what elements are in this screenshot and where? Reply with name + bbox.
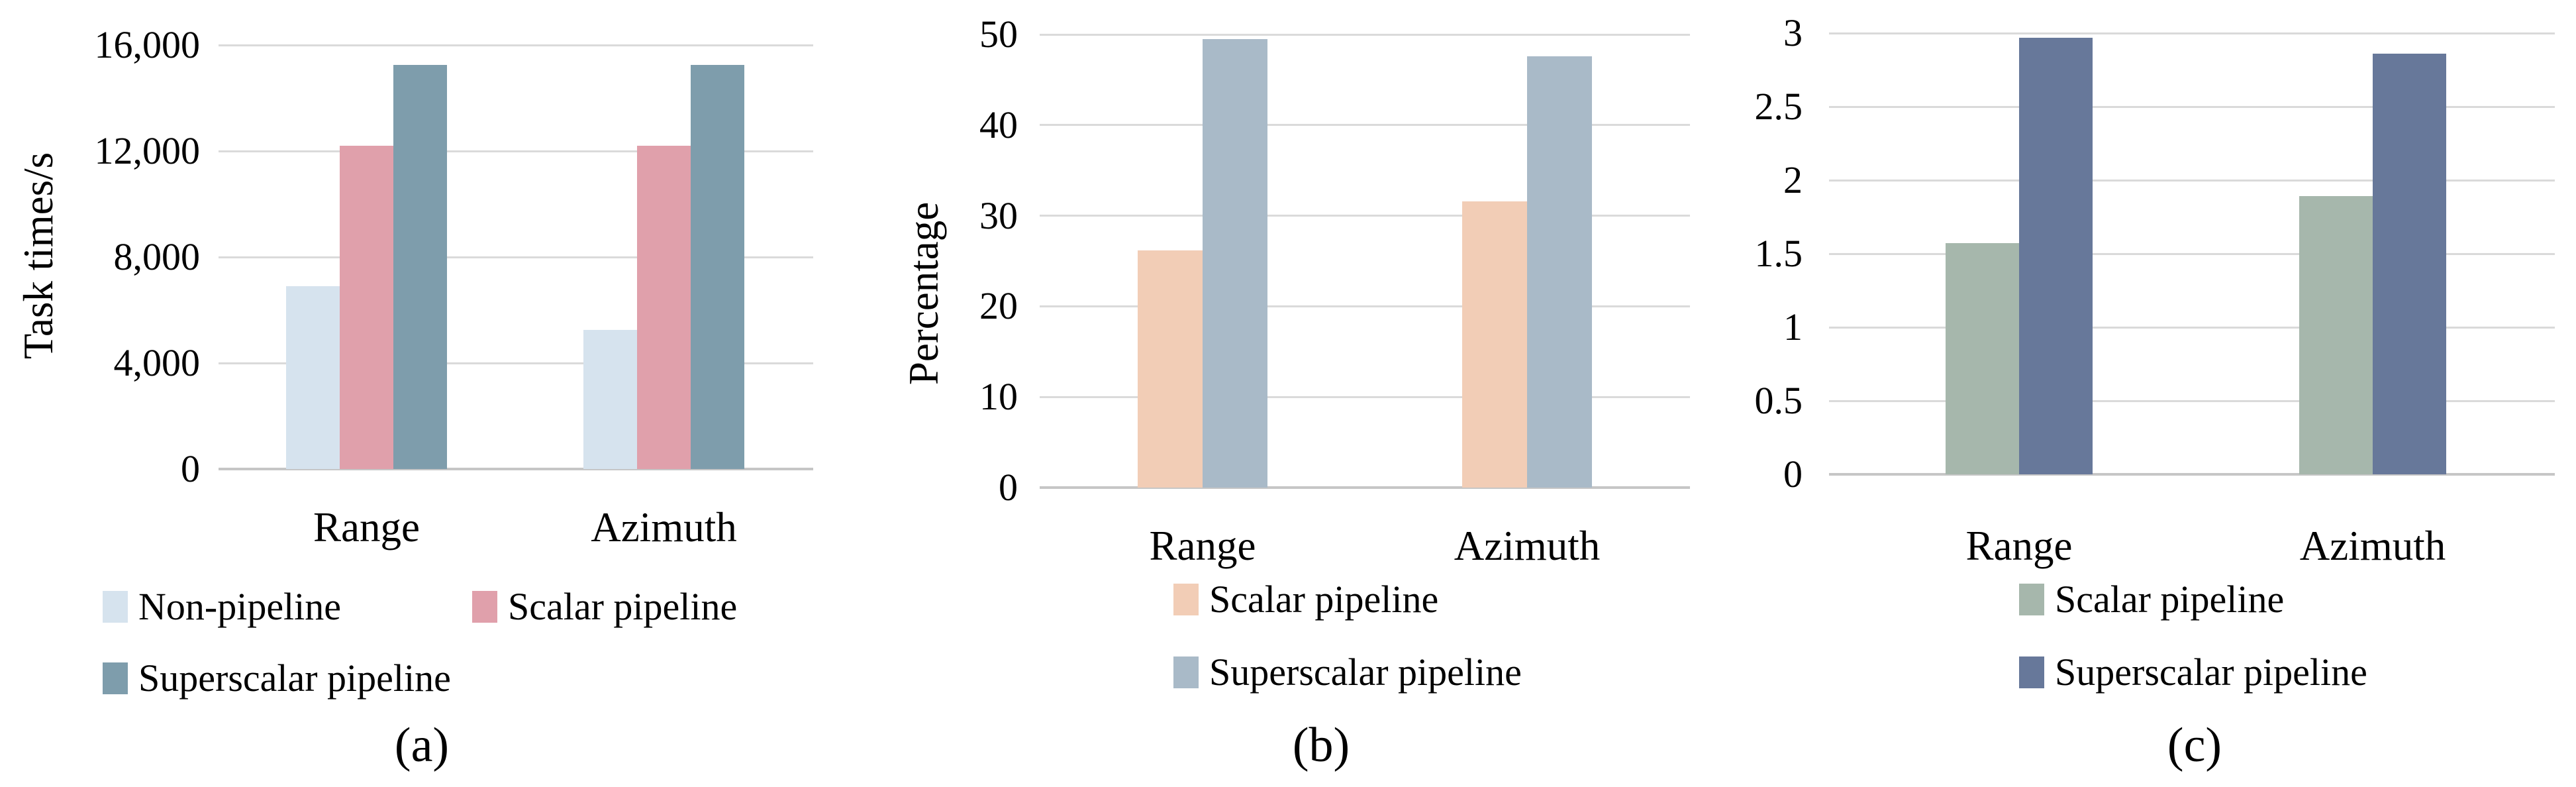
y-tick-label: 2.5	[1754, 85, 1803, 128]
bar-non-pipeline-azimuth	[583, 330, 637, 469]
y-tick-label: 12,000	[94, 129, 201, 172]
bar-superscalar-pipeline-azimuth	[2373, 54, 2446, 474]
x-category-label-azimuth: Azimuth	[2299, 523, 2446, 569]
y-gridline	[1040, 395, 1690, 398]
legend-item-non-pipeline: Non-pipeline	[103, 583, 341, 631]
y-tick-label: 3	[1783, 11, 1803, 54]
legend-swatch-superscalar-pipeline	[2019, 656, 2044, 688]
legend-label-non-pipeline: Non-pipeline	[138, 585, 342, 628]
bar-non-pipeline-range	[286, 286, 340, 469]
legend-label-scalar-pipeline: Scalar pipeline	[2055, 578, 2285, 621]
bar-scalar-pipeline-azimuth	[1462, 201, 1527, 488]
y-tick-label: 16,000	[94, 23, 201, 66]
legend-item-superscalar-pipeline: Superscalar pipeline	[2019, 649, 2367, 696]
y-gridline	[219, 150, 813, 152]
bar-scalar-pipeline-range	[340, 146, 393, 469]
y-tick-label: 8,000	[113, 235, 201, 278]
y-gridline	[219, 44, 813, 46]
y-tick-label: 0	[1783, 452, 1803, 496]
y-tick-label: 0	[999, 466, 1018, 509]
y-gridline	[1040, 215, 1690, 217]
y-tick-label: 1.5	[1754, 232, 1803, 275]
legend-label-superscalar-pipeline: Superscalar pipeline	[2055, 651, 2367, 694]
legend-label-superscalar-pipeline: Superscalar pipeline	[1209, 651, 1522, 694]
legend-item-scalar-pipeline: Scalar pipeline	[2019, 576, 2284, 623]
legend-swatch-superscalar-pipeline	[103, 662, 128, 694]
bar-superscalar-pipeline-azimuth	[691, 65, 744, 469]
bar-scalar-pipeline-azimuth	[2299, 196, 2373, 474]
bar-superscalar-pipeline-azimuth	[1527, 56, 1592, 488]
legend-item-superscalar-pipeline: Superscalar pipeline	[1173, 649, 1522, 696]
legend-item-superscalar-pipeline: Superscalar pipeline	[103, 655, 451, 702]
y-tick-label: 30	[979, 193, 1018, 237]
y-gridline	[1040, 124, 1690, 127]
y-gridline	[219, 362, 813, 364]
x-category-label-range: Range	[313, 504, 420, 551]
x-category-label-azimuth: Azimuth	[591, 504, 737, 551]
legend-label-superscalar-pipeline: Superscalar pipeline	[138, 656, 451, 700]
bar-superscalar-pipeline-range	[1203, 38, 1267, 488]
chart-b-caption: (b)	[1292, 718, 1350, 772]
chart-c-caption: (c)	[2167, 718, 2222, 772]
x-axis-line	[219, 468, 813, 470]
y-gridline	[1829, 105, 2555, 108]
chart-a-caption: (a)	[394, 718, 450, 772]
y-tick-label: 20	[979, 284, 1018, 328]
y-gridline	[1829, 179, 2555, 182]
x-category-label-range: Range	[1149, 523, 1256, 569]
legend-swatch-scalar-pipeline	[1173, 584, 1199, 615]
y-tick-label: 40	[979, 103, 1018, 146]
bar-scalar-pipeline-range	[1946, 243, 2019, 474]
legend-swatch-scalar-pipeline	[2019, 584, 2044, 615]
legend-label-scalar-pipeline: Scalar pipeline	[1209, 578, 1439, 621]
chart-b-y-axis-title: Percentage	[901, 201, 947, 386]
y-gridline	[1040, 33, 1690, 36]
y-tick-label: 10	[979, 375, 1018, 419]
bar-scalar-pipeline-azimuth	[637, 146, 691, 469]
x-axis-line	[1829, 473, 2555, 476]
x-category-label-azimuth: Azimuth	[1454, 523, 1601, 569]
bar-scalar-pipeline-range	[1138, 250, 1203, 488]
y-gridline	[219, 256, 813, 258]
y-tick-label: 1	[1783, 305, 1803, 348]
y-tick-label: 50	[979, 13, 1018, 56]
legend-label-scalar-pipeline: Scalar pipeline	[508, 585, 738, 628]
y-gridline	[1829, 326, 2555, 329]
y-gridline	[1829, 32, 2555, 34]
bar-superscalar-pipeline-range	[2019, 37, 2093, 474]
chart-a-y-axis-title: Task times/s	[15, 152, 62, 360]
y-tick-label: 0.5	[1754, 379, 1803, 422]
x-axis-line	[1040, 486, 1690, 489]
y-gridline	[1829, 399, 2555, 402]
legend-item-scalar-pipeline: Scalar pipeline	[472, 583, 737, 631]
y-gridline	[1829, 252, 2555, 255]
legend-item-scalar-pipeline: Scalar pipeline	[1173, 576, 1438, 623]
y-tick-label: 2	[1783, 158, 1803, 201]
y-tick-label: 0	[181, 447, 200, 490]
x-category-label-range: Range	[1965, 523, 2073, 569]
legend-swatch-superscalar-pipeline	[1173, 656, 1199, 688]
legend-swatch-non-pipeline	[103, 591, 128, 623]
y-gridline	[1040, 305, 1690, 307]
bar-superscalar-pipeline-range	[393, 65, 447, 469]
legend-swatch-scalar-pipeline	[472, 591, 497, 623]
y-tick-label: 4,000	[113, 341, 201, 384]
